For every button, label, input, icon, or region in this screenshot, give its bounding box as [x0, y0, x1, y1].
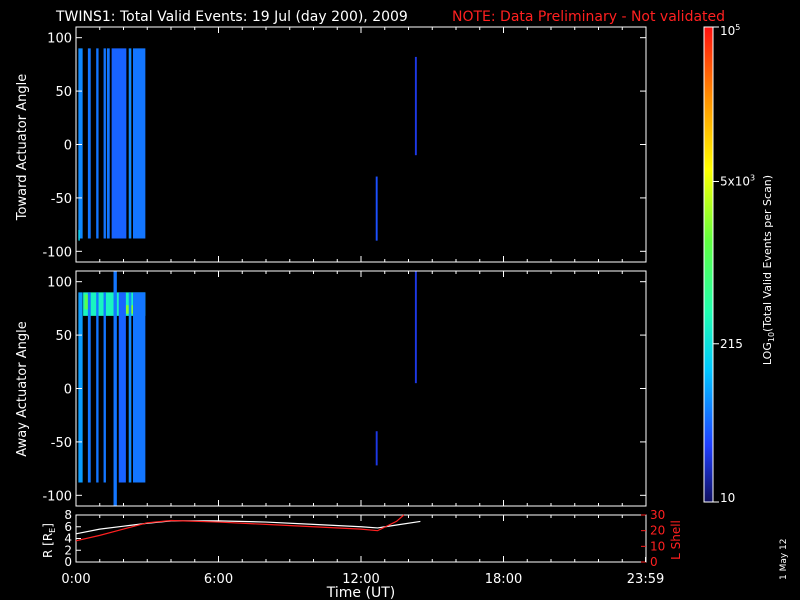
toward-panel: 100 50 0 -50 -100 Toward Actuator Angle — [15, 26, 647, 263]
radius-y-tick-label: 2 — [64, 543, 72, 557]
toward-y-tick-label: 50 — [55, 85, 72, 100]
away-y-tick-label: -50 — [51, 436, 72, 451]
away-heatmap-data — [78, 271, 417, 506]
radius-y-tick-label: 0 — [64, 555, 72, 569]
figure-title: TWINS1: Total Valid Events: 19 Jul (day … — [55, 9, 408, 25]
toward-y-axis: 100 50 0 -50 -100 — [42, 32, 646, 260]
l-shell-y-tick-label: 10 — [650, 539, 665, 553]
away-heatmap-cell — [78, 292, 83, 483]
radius-y-label: R [RE] — [41, 523, 57, 558]
l-shell-y-tick-label: 0 — [650, 555, 658, 569]
colorbar-gradient — [703, 26, 714, 503]
colorbar-tick-label: 105 — [720, 23, 740, 38]
away-heatmap-cell — [375, 431, 378, 466]
toward-y-label: Toward Actuator Angle — [15, 74, 30, 221]
toward-heatmap-cell — [111, 48, 127, 239]
colorbar-tick-label: 10 — [720, 491, 735, 505]
away-heatmap-cell — [118, 292, 126, 483]
colorbar-tick-label: 5x103 — [720, 173, 755, 188]
time-tick-label: 18:00 — [485, 572, 522, 587]
away-y-tick-label: 50 — [55, 329, 72, 344]
toward-heatmap-cell — [87, 48, 91, 239]
toward-y-tick-label: 0 — [64, 139, 72, 154]
radius-y-tick-label: 6 — [64, 520, 72, 534]
toward-heatmap-cell — [414, 56, 417, 156]
l-shell-y-tick-label: 30 — [650, 508, 665, 522]
away-heatmap-cell — [414, 271, 417, 384]
toward-heatmap-cell — [103, 48, 106, 239]
time-tick-label: 23:59 — [627, 572, 664, 587]
toward-heatmap-cell — [375, 176, 378, 241]
toward-y-tick-label: -100 — [42, 245, 72, 260]
away-y-label: Away Actuator Angle — [15, 321, 30, 456]
away-panel: 100 50 0 -50 -100 Away Actuator Angle — [15, 270, 647, 507]
time-tick-label: 12:00 — [342, 572, 379, 587]
time-tick-label: 6:00 — [204, 572, 233, 587]
l-shell-line — [75, 514, 405, 542]
colorbar-label: LOG10(Total Valid Events per Scan) — [761, 175, 776, 365]
toward-heatmap-cell — [106, 48, 110, 239]
toward-heatmap-cell — [128, 48, 132, 239]
toward-heatmap-cell — [133, 48, 146, 239]
away-panel-frame — [75, 270, 647, 507]
away-y-tick-label: 100 — [47, 276, 72, 291]
colorbar-tick-label: 215 — [720, 337, 743, 351]
radius-y-tick-label: 8 — [64, 508, 72, 522]
toward-heatmap-cell — [78, 229, 80, 241]
away-heatmap-cell — [103, 292, 106, 483]
away-y-axis: 100 50 0 -50 -100 — [42, 276, 646, 504]
colorbar: 105 5x103 215 10 LOG10(Total Valid Events p… — [703, 23, 776, 505]
toward-heatmap-cell — [78, 48, 83, 239]
orbit-lines — [75, 514, 421, 542]
time-axis-label: Time (UT) — [326, 585, 395, 600]
toward-y-tick-label: 100 — [47, 32, 72, 47]
date-stamp: 1 May 12 — [779, 538, 789, 580]
toward-heatmap-data — [78, 48, 417, 241]
toward-heatmap-cell — [96, 48, 99, 239]
away-y-tick-label: -100 — [42, 489, 72, 504]
radius-line — [75, 520, 421, 535]
toward-panel-frame — [75, 26, 647, 263]
away-heatmap-cell — [96, 292, 99, 483]
l-shell-y-label: L Shell — [669, 520, 683, 560]
time-tick-label: 0:00 — [61, 572, 90, 587]
away-heatmap-cell — [128, 292, 132, 483]
away-y-tick-label: 0 — [64, 383, 72, 398]
away-heatmap-cell — [133, 292, 146, 483]
radius-y-tick-label: 4 — [64, 532, 72, 546]
away-heatmap-cell — [113, 271, 117, 506]
away-heatmap-cell — [87, 292, 91, 483]
away-heatmap-cell — [84, 294, 91, 310]
toward-y-tick-label: -50 — [51, 192, 72, 207]
data-preliminary-note: NOTE: Data Preliminary - Not validated — [452, 9, 725, 25]
l-shell-y-tick-label: 20 — [650, 524, 665, 538]
colorbar-ticks: 105 5x103 215 10 — [713, 23, 755, 505]
